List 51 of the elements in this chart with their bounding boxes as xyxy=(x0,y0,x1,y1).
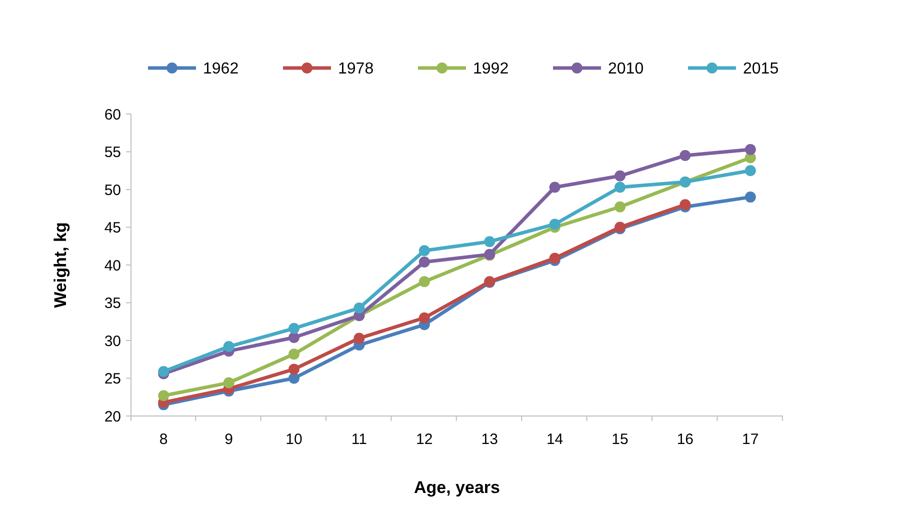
x-tick-label: 12 xyxy=(416,431,433,448)
y-tick-label: 35 xyxy=(104,295,121,312)
x-tick-label: 10 xyxy=(286,431,302,448)
point xyxy=(680,150,691,162)
x-tick-label: 9 xyxy=(224,431,233,448)
point xyxy=(223,341,234,352)
x-tick-label: 14 xyxy=(546,431,564,448)
y-tick-label: 40 xyxy=(104,257,121,274)
y-tick-label: 25 xyxy=(104,370,121,388)
point xyxy=(354,302,365,314)
point xyxy=(418,245,430,256)
point xyxy=(418,276,430,288)
point xyxy=(223,377,234,388)
y-tick-label: 50 xyxy=(104,182,121,199)
point xyxy=(288,348,300,360)
x-axis-title: Age, years xyxy=(414,478,500,497)
legend-label: 1978 xyxy=(338,60,374,78)
point xyxy=(484,236,496,248)
legend-label: 1962 xyxy=(203,60,239,78)
x-tick-label: 15 xyxy=(612,431,628,448)
point xyxy=(418,312,430,324)
point xyxy=(158,366,170,377)
point xyxy=(614,201,626,212)
y-axis-title: Weight, kg xyxy=(51,222,70,308)
point xyxy=(288,322,300,334)
x-tick-label: 13 xyxy=(481,431,498,448)
legend-label: 2010 xyxy=(608,60,644,78)
point xyxy=(418,256,430,268)
x-tick-label: 16 xyxy=(676,431,694,448)
point xyxy=(288,372,300,384)
point xyxy=(549,182,560,193)
x-tick-label: 17 xyxy=(742,431,759,448)
point xyxy=(744,165,756,176)
point xyxy=(288,332,300,343)
x-tick-label: 11 xyxy=(351,431,367,448)
point xyxy=(744,192,756,203)
legend-label: 1992 xyxy=(473,60,509,78)
y-tick-label: 60 xyxy=(104,106,121,124)
point xyxy=(549,218,560,230)
point xyxy=(614,182,626,193)
y-tick-label: 55 xyxy=(104,144,121,161)
y-tick-label: 30 xyxy=(104,332,121,350)
point xyxy=(614,170,626,182)
point xyxy=(288,364,300,375)
point xyxy=(744,144,756,155)
point xyxy=(158,390,170,402)
y-tick-label: 45 xyxy=(104,220,121,236)
legend-label: 2015 xyxy=(743,60,779,78)
y-tick-label: 20 xyxy=(104,408,121,426)
point xyxy=(354,332,365,344)
x-tick-label: 8 xyxy=(159,431,168,448)
